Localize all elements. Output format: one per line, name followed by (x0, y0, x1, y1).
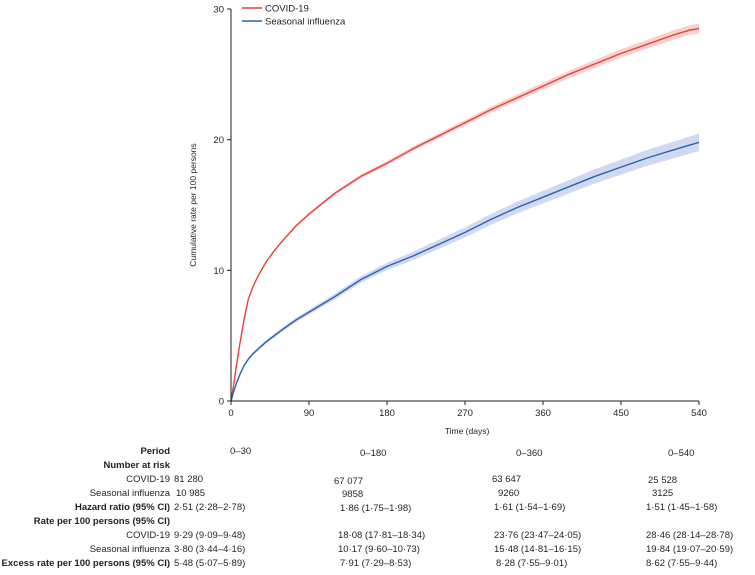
y-tick-label: 10 (213, 266, 224, 277)
excess-rate-cell: 7·91 (7·29–8·53) (340, 558, 412, 569)
period-cell: 0–540 (668, 448, 695, 459)
x-tick-label: 360 (535, 408, 551, 419)
ci-band-influenza (231, 133, 699, 401)
excess-rate-label: Excess rate per 100 persons (95% CI) (1, 558, 170, 569)
x-tick-label: 450 (613, 408, 629, 419)
period-cell: 0–180 (360, 448, 387, 459)
hazard-ratio-label: Hazard ratio (95% CI) (74, 502, 170, 513)
y-tick-label: 20 (213, 135, 224, 146)
x-tick-label: 0 (228, 408, 233, 419)
cumulative-rate-chart: 0 10 20 30 0 90 180 270 360 450 540 COVID-19 Seaso… (188, 4, 707, 437)
rate-cell: 15·48 (14·81–16·15) (494, 544, 582, 555)
flu-at-risk-label: Seasonal influenza (89, 488, 170, 499)
legend-flu-label: Seasonal influenza (265, 17, 346, 28)
x-tick-label: 270 (457, 408, 473, 419)
excess-rate-cell: 5·48 (5·07–5·89) (174, 558, 246, 569)
at-risk-cell: 25 528 (648, 475, 678, 486)
y-tick-label: 0 (219, 397, 224, 408)
period-label: Period (140, 446, 170, 457)
excess-rate-cell: 8·28 (7·55–9·01) (496, 558, 568, 569)
at-risk-cell: 67 077 (334, 476, 364, 487)
confidence-bands (231, 23, 699, 401)
series-line-covid (230, 27, 700, 402)
at-risk-cell: 81 280 (174, 474, 204, 485)
series-line-influenza (230, 141, 700, 402)
hazard-ratio-cell: 1·51 (1·45–1·58) (646, 502, 718, 513)
hazard-ratio-cell: 1·61 (1·54–1·69) (494, 502, 566, 513)
at-risk-cell: 9260 (498, 488, 520, 499)
y-axis-title: Cumulative rate per 100 persons (188, 143, 198, 266)
x-tick-label: 180 (379, 408, 395, 419)
rate-cell: 9·29 (9·09–9·48) (174, 530, 246, 541)
period-cell: 0–30 (230, 446, 252, 457)
axes: 0 10 20 30 0 90 180 270 360 450 540 (213, 5, 707, 420)
rate-cell: 3·80 (3·44–4·16) (174, 544, 246, 555)
at-risk-cell: 10 985 (176, 488, 206, 499)
rate-cell: 28·46 (28·14–28·78) (646, 530, 734, 541)
ci-band-covid (231, 23, 699, 401)
covid-at-risk-label: COVID-19 (126, 474, 170, 485)
hazard-ratio-cell: 1·86 (1·75–1·98) (340, 503, 412, 514)
x-tick-label: 90 (304, 408, 315, 419)
flu-rate-label: Seasonal influenza (89, 544, 170, 555)
number-at-risk-label: Number at risk (103, 460, 170, 471)
excess-rate-cell: 8·62 (7·55–9·44) (646, 558, 718, 569)
rate-cell: 19·84 (19·07–20·59) (646, 544, 734, 555)
legend: COVID-19 Seasonal influenza (242, 4, 346, 28)
rate-cell: 23·76 (23·47–24·05) (494, 530, 582, 541)
hazard-ratio-cell: 2·51 (2·28–2·78) (174, 502, 246, 513)
rate-cell: 10·17 (9·60–10·73) (338, 544, 420, 555)
at-risk-cell: 9858 (342, 489, 364, 500)
covid-rate-label: COVID-19 (126, 530, 170, 541)
series-lines (230, 27, 700, 402)
y-tick-label: 30 (213, 5, 224, 16)
legend-covid-label: COVID-19 (265, 4, 309, 15)
x-axis-title: Time (days) (445, 426, 490, 436)
at-risk-cell: 63 647 (492, 474, 522, 485)
rate-cell: 18·08 (17·81–18·34) (338, 530, 426, 541)
rate-label: Rate per 100 persons (95% CI) (33, 516, 170, 527)
period-cell: 0–360 (516, 448, 543, 459)
at-risk-cell: 3125 (652, 488, 674, 499)
x-tick-label: 540 (691, 408, 707, 419)
